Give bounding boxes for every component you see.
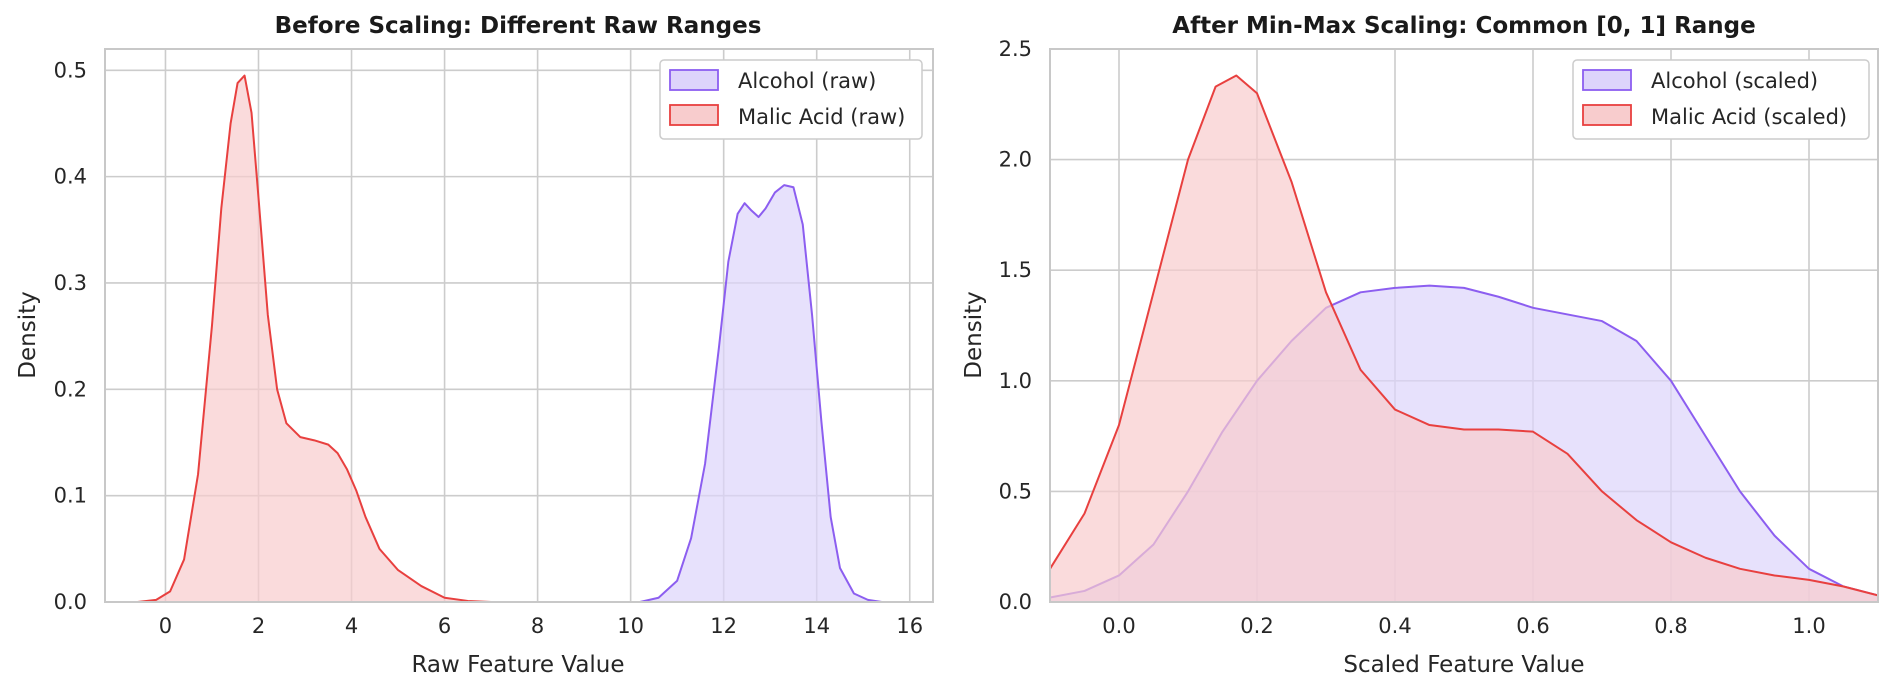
x-axis-label: Raw Feature Value: [411, 652, 624, 678]
legend: Alcohol (scaled) Malic Acid (scaled): [1572, 59, 1870, 140]
y-tick-label: 0.5: [54, 58, 87, 82]
legend: Alcohol (raw) Malic Acid (raw): [659, 59, 923, 140]
density-line-alcohol: [639, 184, 896, 602]
y-tick-label: 0.1: [54, 484, 87, 508]
legend-label-alcohol: Alcohol (scaled): [1651, 69, 1818, 93]
y-tick-label: 0.5: [999, 479, 1032, 503]
x-tick-label: 0.8: [1654, 614, 1687, 638]
y-tick-label: 1.0: [999, 369, 1032, 393]
x-tick-label: 10: [617, 614, 644, 638]
y-tick-label: 0.0: [999, 590, 1032, 614]
x-tick-label: 14: [803, 614, 830, 638]
density-area-malic: [1050, 75, 1878, 602]
x-tick-label: 1.0: [1792, 614, 1825, 638]
density-line-malic: [1050, 74, 1878, 597]
density-line-malic: [137, 74, 492, 602]
series-group: [1050, 74, 1878, 602]
x-axis-ticks: 0.0 0.2 0.4 0.6 0.8 1.0: [1102, 614, 1825, 638]
y-tick-label: 2.5: [999, 37, 1032, 61]
legend-label-alcohol: Alcohol (raw): [738, 69, 876, 93]
x-tick-label: 2: [252, 614, 265, 638]
x-tick-label: 16: [896, 614, 923, 638]
chart-title: After Min-Max Scaling: Common [0, 1] Ran…: [1172, 13, 1755, 39]
x-tick-label: 4: [345, 614, 358, 638]
y-axis-label: Density: [15, 291, 41, 378]
x-tick-label: 0.4: [1378, 614, 1411, 638]
legend-label-malic: Malic Acid (raw): [738, 105, 905, 129]
y-axis-ticks: 0.0 0.5 1.0 1.5 2.0 2.5: [999, 37, 1032, 614]
legend-swatch-malic: [669, 104, 719, 126]
x-tick-label: 6: [438, 614, 451, 638]
x-tick-label: 12: [710, 614, 737, 638]
plot-frame: [104, 48, 934, 603]
plot-frame: [1049, 48, 1879, 603]
chart-title: Before Scaling: Different Raw Ranges: [275, 13, 762, 39]
y-tick-label: 0.2: [54, 377, 87, 401]
legend-box: [1572, 59, 1870, 140]
density-areas: [1050, 74, 1878, 602]
density-area-alcohol: [639, 185, 896, 602]
legend-swatch-malic: [1582, 104, 1632, 126]
y-tick-label: 0.0: [54, 590, 87, 614]
scaled-distribution-chart: After Min-Max Scaling: Common [0, 1] Ran…: [961, 13, 1879, 678]
y-tick-label: 2.0: [999, 148, 1032, 172]
x-axis-label: Scaled Feature Value: [1343, 652, 1584, 678]
y-axis-label: Density: [961, 291, 987, 378]
legend-box: [659, 59, 923, 140]
x-tick-label: 0.6: [1516, 614, 1549, 638]
y-tick-label: 0.3: [54, 271, 87, 295]
y-tick-label: 0.4: [54, 165, 87, 189]
legend-swatch-alcohol: [1582, 69, 1632, 91]
legend-swatch-alcohol: [669, 69, 719, 91]
y-axis-ticks: 0.0 0.1 0.2 0.3 0.4 0.5: [54, 58, 87, 614]
x-tick-label: 0.0: [1102, 614, 1135, 638]
legend-label-malic: Malic Acid (scaled): [1651, 105, 1847, 129]
x-tick-label: 8: [531, 614, 544, 638]
x-axis-ticks: 0 2 4 6 8 10 12 14 16: [159, 614, 923, 638]
series-group: [137, 74, 896, 602]
x-tick-label: 0.2: [1240, 614, 1273, 638]
y-tick-label: 1.5: [999, 258, 1032, 282]
x-tick-label: 0: [159, 614, 172, 638]
raw-distribution-chart: Before Scaling: Different Raw Ranges Raw…: [15, 13, 934, 678]
density-areas: [137, 74, 896, 602]
density-area-malic: [137, 75, 492, 602]
